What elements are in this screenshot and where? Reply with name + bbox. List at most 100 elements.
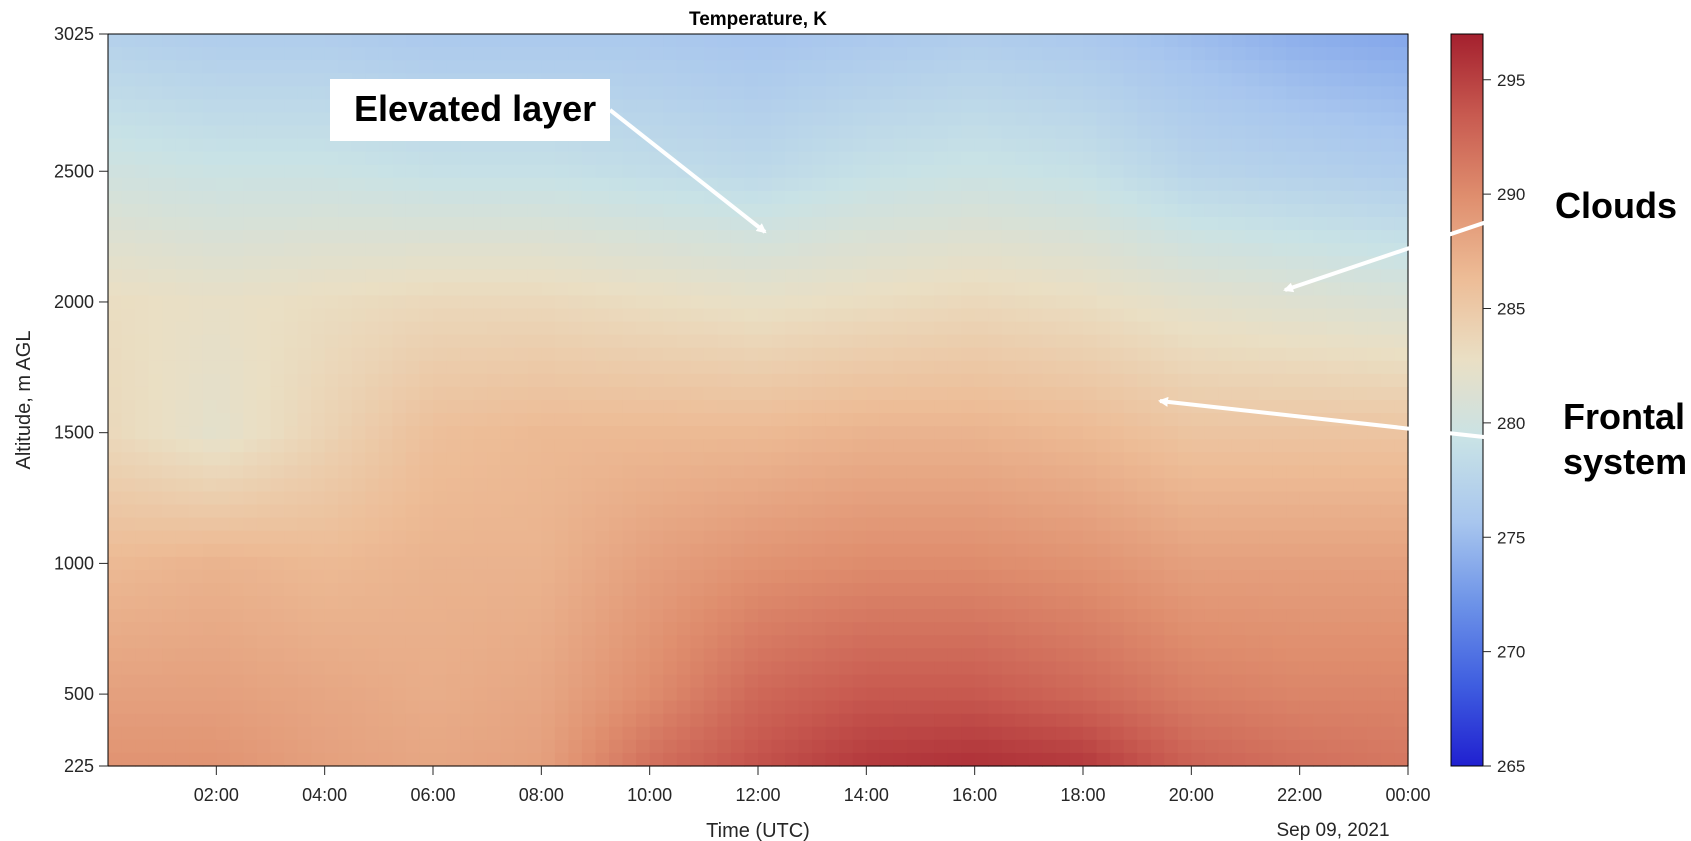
heatmap-cell	[785, 583, 800, 597]
heatmap-cell	[1313, 282, 1328, 297]
heatmap-cell	[446, 569, 461, 584]
heatmap-cell	[392, 609, 407, 623]
heatmap-cell	[175, 256, 190, 270]
heatmap-cell	[717, 635, 732, 649]
heatmap-cell	[405, 373, 421, 388]
heatmap-cell	[1204, 112, 1220, 127]
heatmap-cell	[1028, 190, 1043, 205]
heatmap-cell	[1001, 569, 1016, 584]
heatmap-cell	[1299, 243, 1314, 257]
heatmap-cell	[1137, 504, 1152, 519]
heatmap-cell	[1380, 700, 1396, 715]
heatmap-cell	[663, 609, 678, 623]
heatmap-cell	[419, 321, 434, 336]
heatmap-cell	[1028, 295, 1043, 310]
heatmap-cell	[771, 60, 786, 74]
heatmap-cell	[1326, 674, 1341, 689]
heatmap-cell	[1069, 112, 1084, 127]
heatmap-cell	[703, 648, 718, 663]
heatmap-cell	[1231, 243, 1247, 257]
heatmap-cell	[202, 491, 217, 506]
heatmap-cell	[974, 99, 989, 114]
heatmap-cell	[135, 164, 150, 179]
heatmap-cell	[1245, 73, 1260, 87]
heatmap-cell	[433, 295, 448, 310]
heatmap-cell	[1259, 47, 1274, 61]
heatmap-cell	[852, 373, 867, 388]
heatmap-cell	[1164, 373, 1179, 388]
heatmap-cell	[1137, 687, 1152, 702]
heatmap-cell	[758, 596, 773, 610]
heatmap-cell	[284, 217, 299, 231]
heatmap-cell	[622, 530, 637, 545]
heatmap-cell	[351, 334, 366, 349]
heatmap-cell	[378, 138, 393, 153]
heatmap-cell	[974, 282, 989, 297]
heatmap-cell	[121, 138, 136, 153]
heatmap-cell	[906, 151, 922, 166]
heatmap-cell	[1204, 34, 1220, 48]
heatmap-cell	[934, 138, 949, 153]
heatmap-cell	[1231, 687, 1247, 702]
heatmap-cell	[568, 60, 583, 74]
heatmap-cell	[202, 674, 217, 689]
heatmap-cell	[798, 661, 813, 676]
heatmap-cell	[1326, 661, 1341, 676]
heatmap-cell	[405, 648, 421, 663]
heatmap-cell	[906, 439, 922, 453]
heatmap-cell	[324, 465, 339, 480]
heatmap-cell	[202, 60, 217, 74]
heatmap-cell	[378, 504, 393, 519]
heatmap-cell	[839, 439, 854, 453]
heatmap-cell	[1096, 504, 1111, 519]
heatmap-cell	[1245, 269, 1260, 283]
heatmap-cell	[1380, 609, 1396, 623]
heatmap-cell	[703, 439, 718, 453]
heatmap-cell	[1177, 138, 1192, 153]
heatmap-cell	[852, 413, 867, 427]
heatmap-cell	[771, 217, 786, 231]
heatmap-cell	[148, 34, 163, 48]
heatmap-cell	[663, 256, 678, 270]
heatmap-cell	[1259, 230, 1274, 244]
heatmap-cell	[1001, 426, 1016, 440]
heatmap-cell	[189, 164, 204, 179]
heatmap-cell	[879, 413, 895, 427]
heatmap-cell	[649, 635, 664, 649]
heatmap-cell	[1245, 609, 1260, 623]
heatmap-cell	[554, 295, 570, 310]
heatmap-cell	[703, 452, 718, 466]
heatmap-cell	[744, 203, 759, 218]
heatmap-cell	[514, 596, 529, 610]
heatmap-cell	[717, 413, 732, 427]
heatmap-cell	[1069, 556, 1084, 571]
heatmap-cell	[297, 530, 312, 545]
heatmap-cell	[1353, 609, 1368, 623]
heatmap-cell	[1123, 360, 1138, 375]
heatmap-cell	[473, 530, 488, 545]
heatmap-cell	[554, 569, 570, 584]
heatmap-cell	[541, 347, 556, 362]
heatmap-cell	[852, 190, 867, 205]
heatmap-cell	[1123, 517, 1138, 532]
heatmap-cell	[1380, 269, 1396, 283]
heatmap-cell	[1177, 583, 1192, 597]
heatmap-cell	[609, 34, 624, 48]
heatmap-cell	[568, 530, 583, 545]
heatmap-cell	[311, 569, 326, 584]
heatmap-cell	[758, 295, 773, 310]
heatmap-cell	[1164, 439, 1179, 453]
heatmap-cell	[866, 177, 881, 192]
heatmap-cell	[798, 700, 813, 715]
heatmap-cell	[202, 99, 217, 114]
heatmap-cell	[1028, 543, 1043, 558]
heatmap-cell	[988, 622, 1003, 636]
heatmap-cell	[1326, 439, 1341, 453]
heatmap-cell	[351, 295, 366, 310]
heatmap-cell	[1231, 373, 1247, 388]
heatmap-cell	[500, 452, 515, 466]
heatmap-cell	[243, 478, 258, 493]
heatmap-cell	[595, 426, 610, 440]
heatmap-cell	[852, 504, 867, 519]
heatmap-cell	[1204, 700, 1220, 715]
